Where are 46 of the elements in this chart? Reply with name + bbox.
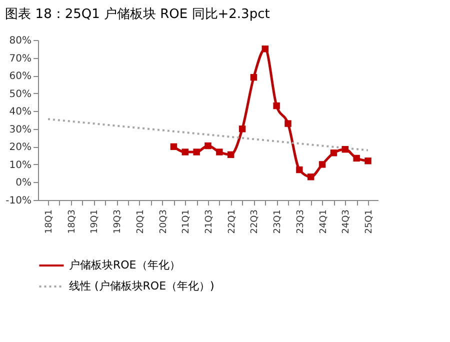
y-tick-label: 80% [9,36,32,46]
point [342,146,348,153]
x-tick-label: 24Q1 [318,210,329,234]
chart-title: 图表 18：25Q1 户储板块 ROE 同比+2.3pct [5,7,270,22]
y-tick-label: 60% [9,71,32,82]
x-tick-label: 22Q1 [227,210,238,234]
x-tick-label: 23Q1 [273,210,284,234]
point [262,46,268,52]
point [238,126,246,132]
x-tick-label: 24Q3 [342,210,352,234]
x-tick-label: 19Q3 [113,210,124,234]
x-tick-label: 21Q1 [182,210,192,234]
y-tick-label: 70% [9,53,32,64]
point [193,148,200,156]
y-tick-label: 50% [9,88,32,100]
x-tick-label: 19Q1 [90,210,100,234]
point [216,148,223,156]
point [364,158,372,164]
x-tick-label: 18Q1 [44,210,54,234]
point [170,143,178,150]
y-tick-label: 20% [9,142,32,154]
point [204,142,212,150]
y-tick-label: 10% [9,160,32,171]
x-tick-label: 20Q1 [136,210,146,234]
x-tick-label: 23Q3 [296,210,306,234]
point [273,102,280,110]
point [330,150,338,156]
point [318,161,326,168]
x-tick-label: 22Q3 [250,210,260,234]
point [353,154,360,162]
legend-label: 线性 (户储板块ROE（年化）) [69,280,214,292]
point [284,120,292,127]
x-tick-label: 25Q1 [364,210,374,234]
y-tick-label: 40% [9,106,32,118]
x-tick-label: 21Q3 [204,210,214,234]
point [228,151,234,158]
point [296,166,303,174]
x-tick-label: 20Q3 [158,210,169,234]
point [250,74,258,81]
legend-label: 户储板块ROE（年化） [69,258,180,272]
y-tick-label: 0% [16,178,32,189]
y-tick-label: -10% [6,196,32,206]
y-tick-label: 30% [9,124,32,136]
point [308,174,314,180]
point [182,148,188,156]
x-tick-label: 18Q3 [67,210,78,234]
